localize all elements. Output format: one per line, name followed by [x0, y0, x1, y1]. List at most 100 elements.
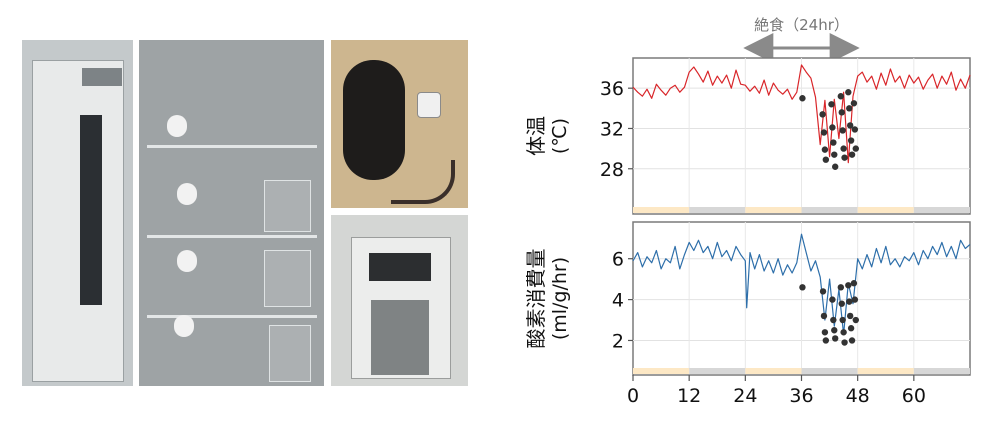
data-point — [799, 95, 806, 102]
data-point — [840, 145, 847, 152]
data-point — [831, 151, 838, 158]
data-point — [832, 335, 839, 342]
cage-box-3 — [269, 325, 311, 382]
data-point — [847, 137, 855, 144]
data-point — [838, 109, 845, 116]
cage-box-2 — [264, 250, 311, 307]
data-point — [822, 156, 830, 163]
series-line — [632, 64, 971, 164]
phase-band-light — [745, 207, 802, 213]
data-point — [846, 122, 854, 129]
data-point — [841, 339, 848, 346]
rack-shelf-3 — [147, 315, 317, 318]
data-point — [840, 329, 847, 336]
data-point — [850, 100, 858, 107]
data-point — [829, 124, 836, 131]
incubator-panel — [82, 68, 122, 86]
data-point — [851, 296, 859, 303]
x-tick-label: 36 — [789, 385, 813, 407]
phase-band-light — [857, 368, 914, 374]
data-point — [822, 337, 830, 344]
data-point — [852, 316, 859, 324]
y-tick-label: 4 — [612, 290, 624, 312]
y-axis-unit: (ml/g/hr) — [549, 257, 571, 340]
y-tick-label: 36 — [600, 78, 624, 100]
data-point — [828, 101, 835, 108]
data-point — [821, 146, 829, 153]
data-point — [848, 151, 856, 158]
x-tick-label: 12 — [677, 385, 701, 407]
data-point — [847, 325, 855, 332]
x-tick-label: 48 — [846, 385, 870, 407]
x-axis: 0 12 24 36 48 60 — [627, 375, 926, 407]
phase-band-light — [633, 207, 690, 213]
rack-shelf-1 — [147, 145, 317, 148]
data-point — [831, 327, 838, 334]
phase-band-dark — [913, 368, 970, 374]
data-point — [799, 284, 806, 291]
data-point — [830, 139, 837, 146]
mouse-tail — [391, 160, 455, 204]
data-point — [846, 312, 854, 320]
data-point — [820, 129, 828, 136]
y-tick-label: 6 — [612, 249, 624, 271]
analyzer-screen — [369, 253, 431, 281]
data-point — [832, 163, 839, 170]
data-point — [819, 111, 826, 118]
analyzer-device-photo — [331, 215, 468, 386]
data-point — [819, 288, 827, 295]
camera-1 — [167, 115, 187, 137]
data-point — [846, 298, 853, 305]
x-tick-label: 0 — [627, 385, 639, 407]
data-point — [850, 280, 858, 287]
data-point — [837, 93, 845, 100]
y-axis-label: 酸素消費量 — [524, 249, 548, 349]
data-point — [830, 316, 837, 324]
data-point — [838, 300, 845, 307]
analyzer-base — [371, 300, 429, 375]
data-point — [820, 312, 828, 320]
cage-box-1 — [264, 180, 311, 232]
data-point — [829, 296, 836, 303]
phase-band-dark — [689, 368, 746, 374]
camera-4 — [174, 315, 194, 337]
fasting-label: 絶食（24hr） — [754, 16, 849, 34]
y-axis-label: 体温 — [524, 116, 548, 156]
metabolic-cage-rack-photo — [139, 40, 324, 386]
data-point — [837, 284, 845, 291]
data-point — [845, 89, 852, 96]
phase-band-dark — [913, 207, 970, 213]
data-point — [851, 126, 859, 133]
y-axis-unit: (℃) — [549, 118, 571, 154]
data-point — [848, 337, 856, 344]
y-tick-label: 2 — [612, 330, 624, 352]
incubator-window — [80, 115, 102, 305]
phase-band-dark — [689, 207, 746, 213]
phase-band-light — [745, 368, 802, 374]
panel-oxygen-consumption: 2 4 6 酸素消費量 (ml/g/hr) — [524, 221, 971, 376]
phase-band-light — [633, 368, 690, 374]
data-point — [821, 329, 829, 336]
data-point — [852, 145, 859, 152]
series-line — [632, 233, 971, 335]
camera-3 — [177, 250, 197, 272]
phase-band-light — [857, 207, 914, 213]
camera-2 — [177, 183, 197, 205]
data-point — [845, 282, 852, 289]
fasting-annotation: 絶食（24hr） — [743, 16, 860, 63]
phase-band-dark — [801, 207, 858, 213]
data-point — [839, 127, 846, 134]
y-tick-label: 28 — [600, 159, 624, 181]
rack-shelf-2 — [147, 235, 317, 238]
data-point — [846, 105, 853, 112]
phase-band-dark — [801, 368, 858, 374]
incubator-chamber-photo — [22, 40, 133, 386]
x-tick-label: 60 — [902, 385, 926, 407]
incubator-body — [32, 60, 124, 382]
y-tick-label: 32 — [600, 118, 624, 140]
mouse-with-sensor-photo — [331, 40, 468, 208]
data-point — [839, 316, 846, 324]
sensor-device — [417, 92, 441, 118]
data-point — [841, 154, 848, 161]
